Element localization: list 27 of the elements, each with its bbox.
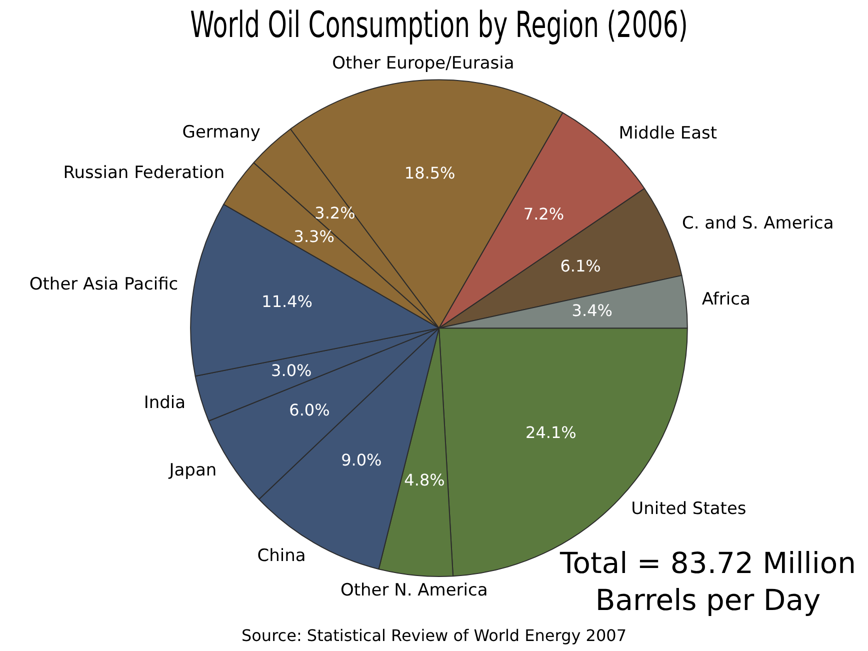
slice-label: China: [257, 546, 306, 566]
data-label: 3.2%: [314, 204, 356, 223]
slice-label: Japan: [168, 460, 217, 481]
slice-label: Germany: [182, 122, 260, 143]
source-note: Source: Statistical Review of World Energy 2007: [240, 626, 628, 645]
data-label: 3.3%: [294, 227, 334, 246]
chart-title: World Oil Consumption by Region (2006): [190, 4, 688, 46]
data-label: 7.2%: [523, 204, 564, 224]
slice-label: Other Asia Pacific: [29, 274, 178, 295]
slice-label: Other N. America: [340, 580, 488, 601]
data-label: 18.5%: [404, 164, 456, 183]
slice-label: Africa: [702, 289, 750, 310]
data-label: 6.0%: [289, 400, 330, 420]
data-label: 6.1%: [560, 256, 601, 276]
text: Total = 83.72 Million Barrels per Day: [558, 545, 858, 619]
slice-label: India: [144, 392, 186, 413]
slice-label: United States: [631, 499, 746, 520]
slice-label: Other Europe/Eurasia: [332, 54, 514, 74]
slice-label: Russian Federation: [63, 162, 225, 183]
data-label: 3.4%: [572, 300, 612, 320]
data-label: 3.0%: [271, 361, 312, 380]
slice-label: C. and S. America: [682, 213, 834, 234]
data-label: 11.4%: [262, 292, 312, 312]
data-label: 9.0%: [341, 450, 382, 470]
data-label: 24.1%: [526, 423, 576, 442]
slice-label: Middle East: [618, 124, 718, 144]
data-label: 4.8%: [404, 470, 445, 490]
